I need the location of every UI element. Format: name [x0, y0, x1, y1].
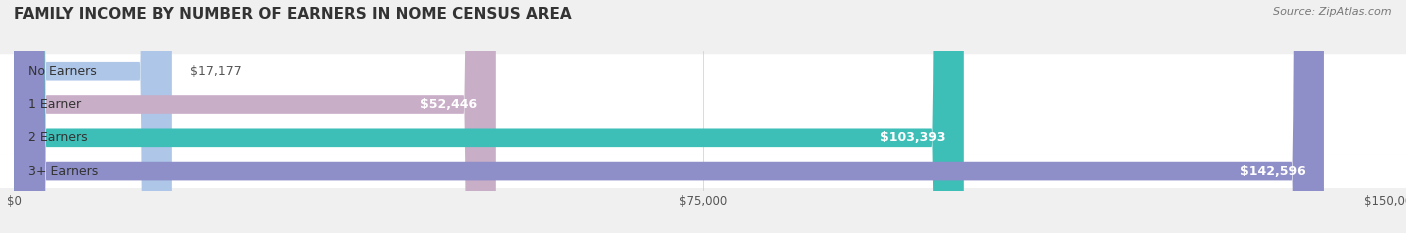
- Text: FAMILY INCOME BY NUMBER OF EARNERS IN NOME CENSUS AREA: FAMILY INCOME BY NUMBER OF EARNERS IN NO…: [14, 7, 572, 22]
- FancyBboxPatch shape: [14, 0, 496, 233]
- Text: $103,393: $103,393: [880, 131, 945, 144]
- FancyBboxPatch shape: [14, 0, 172, 233]
- Text: Source: ZipAtlas.com: Source: ZipAtlas.com: [1274, 7, 1392, 17]
- Text: 1 Earner: 1 Earner: [28, 98, 82, 111]
- FancyBboxPatch shape: [0, 88, 1406, 121]
- FancyBboxPatch shape: [0, 121, 1406, 155]
- Text: $17,177: $17,177: [190, 65, 242, 78]
- FancyBboxPatch shape: [0, 54, 1406, 88]
- Text: $52,446: $52,446: [420, 98, 478, 111]
- FancyBboxPatch shape: [14, 0, 1324, 233]
- Text: No Earners: No Earners: [28, 65, 97, 78]
- FancyBboxPatch shape: [14, 0, 965, 233]
- FancyBboxPatch shape: [0, 154, 1406, 188]
- Text: 2 Earners: 2 Earners: [28, 131, 87, 144]
- Text: $142,596: $142,596: [1240, 164, 1306, 178]
- Text: 3+ Earners: 3+ Earners: [28, 164, 98, 178]
